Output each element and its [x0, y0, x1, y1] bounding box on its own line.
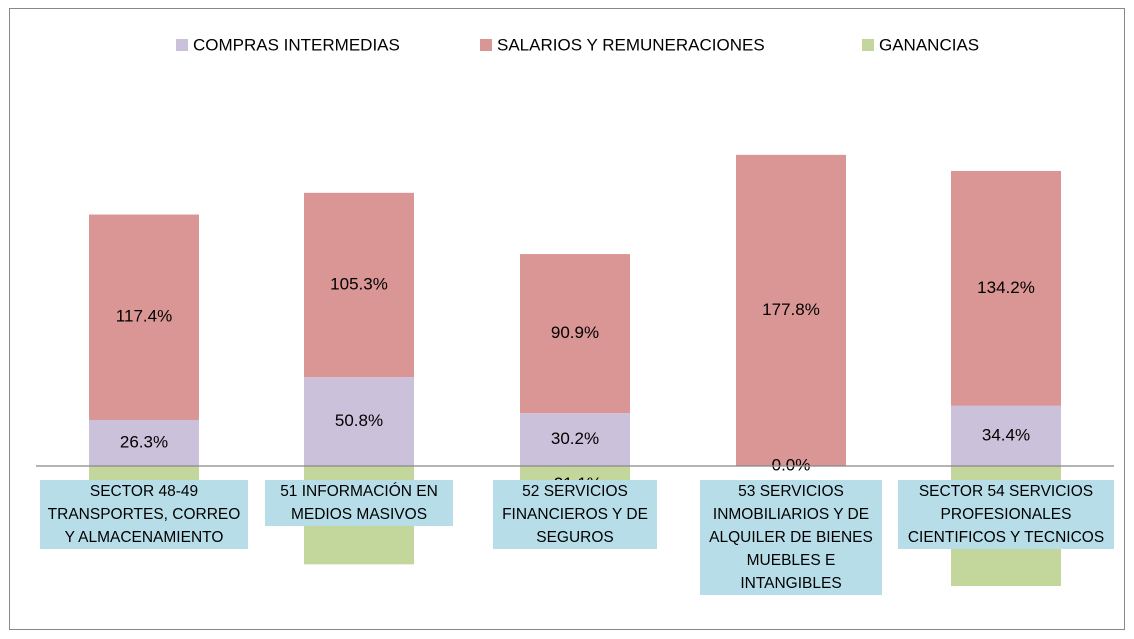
x-tick-label: SECTOR 48-49 TRANSPORTES, CORREO Y ALMAC…	[40, 480, 248, 549]
legend-swatch	[480, 39, 492, 51]
legend-swatch	[176, 39, 188, 51]
legend-swatch	[862, 39, 874, 51]
bar-segment	[520, 254, 630, 414]
data-label: 34.4%	[982, 425, 1030, 444]
bar-segment	[736, 154, 846, 466]
data-label: 105.3%	[330, 274, 388, 293]
bar-segment	[89, 214, 199, 420]
legend-label: SALARIOS Y REMUNERACIONES	[497, 35, 765, 54]
bar-segment	[520, 413, 630, 466]
data-label: 50.8%	[335, 411, 383, 430]
data-label: 0.0%	[772, 455, 811, 474]
x-tick-label: 51 INFORMACIÓN EN MEDIOS MASIVOS	[265, 480, 453, 526]
bar-segment	[89, 419, 199, 466]
bar-segment	[951, 170, 1061, 406]
x-tick-label: SECTOR 54 SERVICIOS PROFESIONALES CIENTI…	[898, 480, 1114, 549]
data-label: 90.9%	[551, 323, 599, 342]
data-label: 26.3%	[120, 432, 168, 451]
legend-label: COMPRAS INTERMEDIAS	[193, 35, 400, 54]
bar-segment	[951, 405, 1061, 466]
bar-segment	[304, 377, 414, 466]
data-label: 134.2%	[977, 278, 1035, 297]
data-label: 30.2%	[551, 429, 599, 448]
x-tick-label: 52 SERVICIOS FINANCIEROS Y DE SEGUROS	[493, 480, 657, 549]
data-label: 117.4%	[116, 307, 172, 326]
x-tick-label: 53 SERVICIOS INMOBILIARIOS Y DE ALQUILER…	[700, 480, 882, 595]
data-label: 177.8%	[762, 300, 820, 319]
bar-segment	[304, 192, 414, 378]
legend-label: GANANCIAS	[879, 35, 979, 54]
